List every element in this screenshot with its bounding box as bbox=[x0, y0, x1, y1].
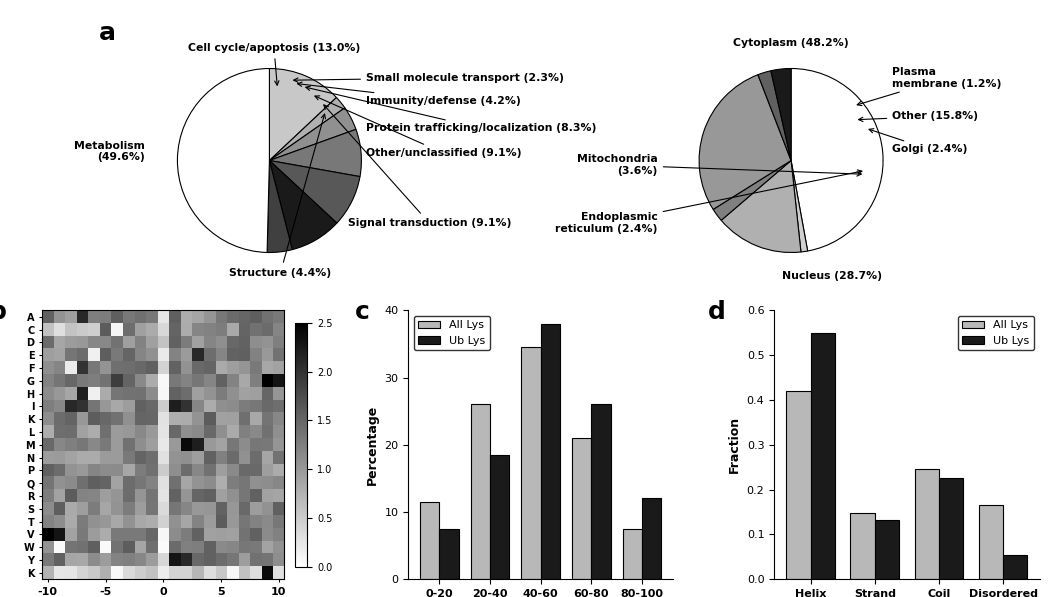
Text: Plasma
membrane (1.2%): Plasma membrane (1.2%) bbox=[857, 67, 1002, 106]
Wedge shape bbox=[758, 71, 791, 161]
Wedge shape bbox=[270, 161, 360, 223]
Text: Immunity/defense (4.2%): Immunity/defense (4.2%) bbox=[297, 82, 521, 106]
Wedge shape bbox=[270, 130, 361, 177]
Bar bbox=[470, 405, 490, 579]
Text: Metabolism
(49.6%): Metabolism (49.6%) bbox=[75, 140, 145, 162]
Text: Golgi (2.4%): Golgi (2.4%) bbox=[869, 129, 968, 155]
Bar bbox=[623, 529, 643, 579]
Wedge shape bbox=[267, 161, 292, 253]
Bar bbox=[572, 438, 591, 579]
Wedge shape bbox=[270, 97, 344, 161]
Bar bbox=[875, 519, 899, 579]
Text: d: d bbox=[708, 300, 726, 324]
Text: Protein trafficking/localization (8.3%): Protein trafficking/localization (8.3%) bbox=[306, 86, 596, 133]
Bar bbox=[420, 502, 439, 579]
Text: Small molecule transport (2.3%): Small molecule transport (2.3%) bbox=[294, 73, 564, 83]
Legend: All Lys, Ub Lys: All Lys, Ub Lys bbox=[958, 316, 1034, 350]
Bar bbox=[522, 347, 541, 579]
Bar bbox=[591, 405, 611, 579]
Wedge shape bbox=[713, 161, 791, 220]
Text: Cell cycle/apoptosis (13.0%): Cell cycle/apoptosis (13.0%) bbox=[188, 43, 360, 85]
Wedge shape bbox=[791, 69, 883, 251]
Wedge shape bbox=[771, 69, 791, 161]
Wedge shape bbox=[721, 161, 801, 253]
Bar bbox=[1003, 555, 1028, 579]
Bar bbox=[786, 391, 811, 579]
Wedge shape bbox=[699, 75, 791, 210]
Text: Mitochondria
(3.6%): Mitochondria (3.6%) bbox=[576, 154, 861, 176]
Text: Other (15.8%): Other (15.8%) bbox=[859, 112, 979, 122]
Text: Nucleus (28.7%): Nucleus (28.7%) bbox=[782, 270, 882, 281]
Text: Structure (4.4%): Structure (4.4%) bbox=[229, 114, 332, 278]
Text: Cytoplasm (48.2%): Cytoplasm (48.2%) bbox=[733, 38, 848, 48]
Bar bbox=[850, 513, 875, 579]
Bar bbox=[939, 478, 963, 579]
Wedge shape bbox=[791, 161, 807, 252]
Text: a: a bbox=[99, 21, 117, 45]
Legend: All Lys, Ub Lys: All Lys, Ub Lys bbox=[414, 316, 490, 350]
Bar bbox=[979, 505, 1003, 579]
Wedge shape bbox=[270, 69, 336, 161]
Text: b: b bbox=[0, 300, 6, 324]
Wedge shape bbox=[270, 161, 337, 250]
Y-axis label: Fraction: Fraction bbox=[729, 416, 741, 473]
Y-axis label: Percentage: Percentage bbox=[365, 405, 379, 485]
Wedge shape bbox=[177, 69, 270, 253]
Text: Endoplasmic
reticulum (2.4%): Endoplasmic reticulum (2.4%) bbox=[555, 170, 862, 234]
Bar bbox=[541, 324, 560, 579]
Text: c: c bbox=[355, 300, 370, 324]
Text: Signal transduction (9.1%): Signal transduction (9.1%) bbox=[323, 105, 511, 228]
Wedge shape bbox=[270, 108, 356, 161]
Text: Other/unclassified (9.1%): Other/unclassified (9.1%) bbox=[315, 96, 522, 158]
Bar bbox=[643, 498, 662, 579]
Bar bbox=[811, 333, 835, 579]
Bar bbox=[915, 469, 939, 579]
Bar bbox=[490, 455, 509, 579]
Bar bbox=[439, 529, 459, 579]
